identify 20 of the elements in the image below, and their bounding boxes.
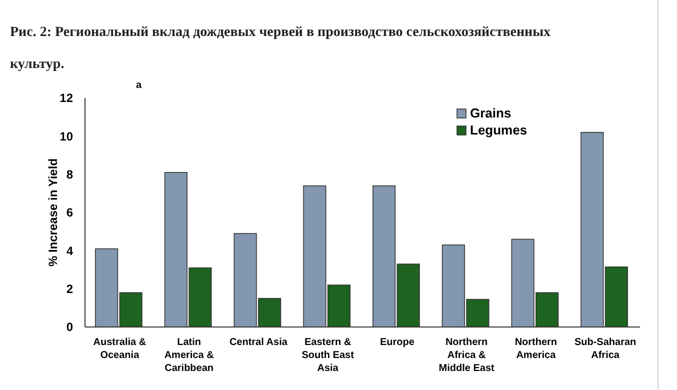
y-tick-label: 10 [60, 129, 74, 144]
x-tick-label: Australia & Oceania [93, 337, 146, 361]
legend-label: Grains [470, 106, 512, 121]
x-tick-label: Northern America [514, 337, 558, 361]
text: a [136, 80, 142, 91]
y-tick-label: 8 [66, 168, 74, 182]
x-tick-label: Eastern & South East Asia [302, 337, 355, 374]
y-tick-label: 0 [66, 320, 74, 334]
legend-label: Legumes [470, 122, 528, 138]
x-tick-label: Latin America & Caribbean [164, 337, 214, 374]
chart-title: Рис. 2: Региональный вклад дождевых червей в производство сельскохозяйственных культур. [10, 25, 551, 72]
y-axis-title: % Increase in Yield [46, 158, 60, 267]
x-tick-label: Central Asia [229, 337, 288, 348]
y-tick-label: 4 [66, 244, 74, 258]
y-tick-label: 12 [60, 91, 74, 106]
x-tick-label: Sub-Saharan Africa [574, 337, 636, 361]
x-tick-label: Northern Africa & Middle East [438, 337, 496, 374]
x-tick-label: Europe [380, 337, 415, 348]
y-tick-label: 6 [66, 206, 74, 220]
y-tick-label: 2 [66, 282, 74, 296]
